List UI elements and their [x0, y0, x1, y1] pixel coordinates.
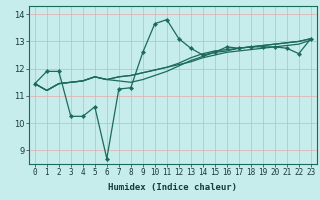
X-axis label: Humidex (Indice chaleur): Humidex (Indice chaleur) [108, 183, 237, 192]
